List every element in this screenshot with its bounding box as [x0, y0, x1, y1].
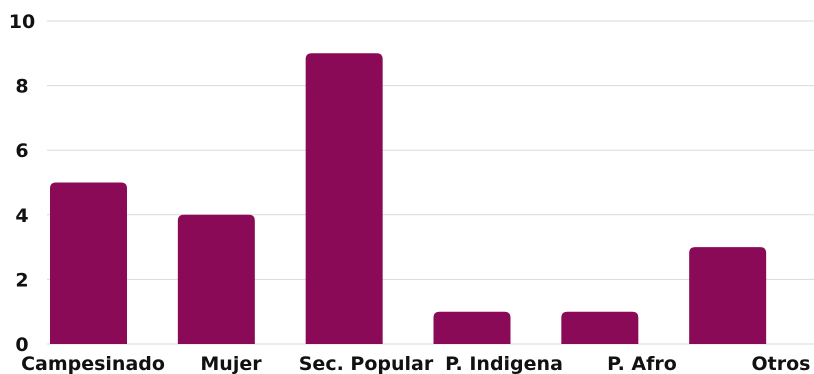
bars	[50, 53, 767, 345]
x-tick-label: Campesinado	[21, 353, 165, 374]
y-tick-label: 6	[15, 140, 28, 162]
x-axis-ticks: Campesinado Mujer Sec. Popular P. Indigena P…	[21, 353, 810, 374]
x-tick-label: Mujer	[200, 353, 262, 374]
x-tick-label: P. Indigena	[445, 353, 563, 374]
gridlines	[47, 20, 814, 345]
bar-p-afro	[561, 311, 639, 344]
bar-otros	[689, 247, 767, 344]
x-tick-label: Sec. Popular	[299, 353, 434, 374]
bar-mujer	[177, 214, 255, 344]
x-tick-label: Otros	[752, 353, 811, 374]
bar-p-indigena	[433, 311, 511, 344]
bar-campesinado	[50, 182, 127, 344]
y-tick-label: 2	[15, 269, 28, 291]
y-axis-ticks: 0 2 4 6 8 10	[9, 11, 35, 356]
y-tick-label: 0	[15, 334, 28, 356]
bar-sec-popular	[305, 53, 383, 345]
y-tick-label: 10	[9, 11, 35, 33]
y-tick-label: 4	[15, 205, 28, 227]
y-tick-label: 8	[15, 76, 28, 98]
x-tick-label: P. Afro	[607, 353, 677, 374]
